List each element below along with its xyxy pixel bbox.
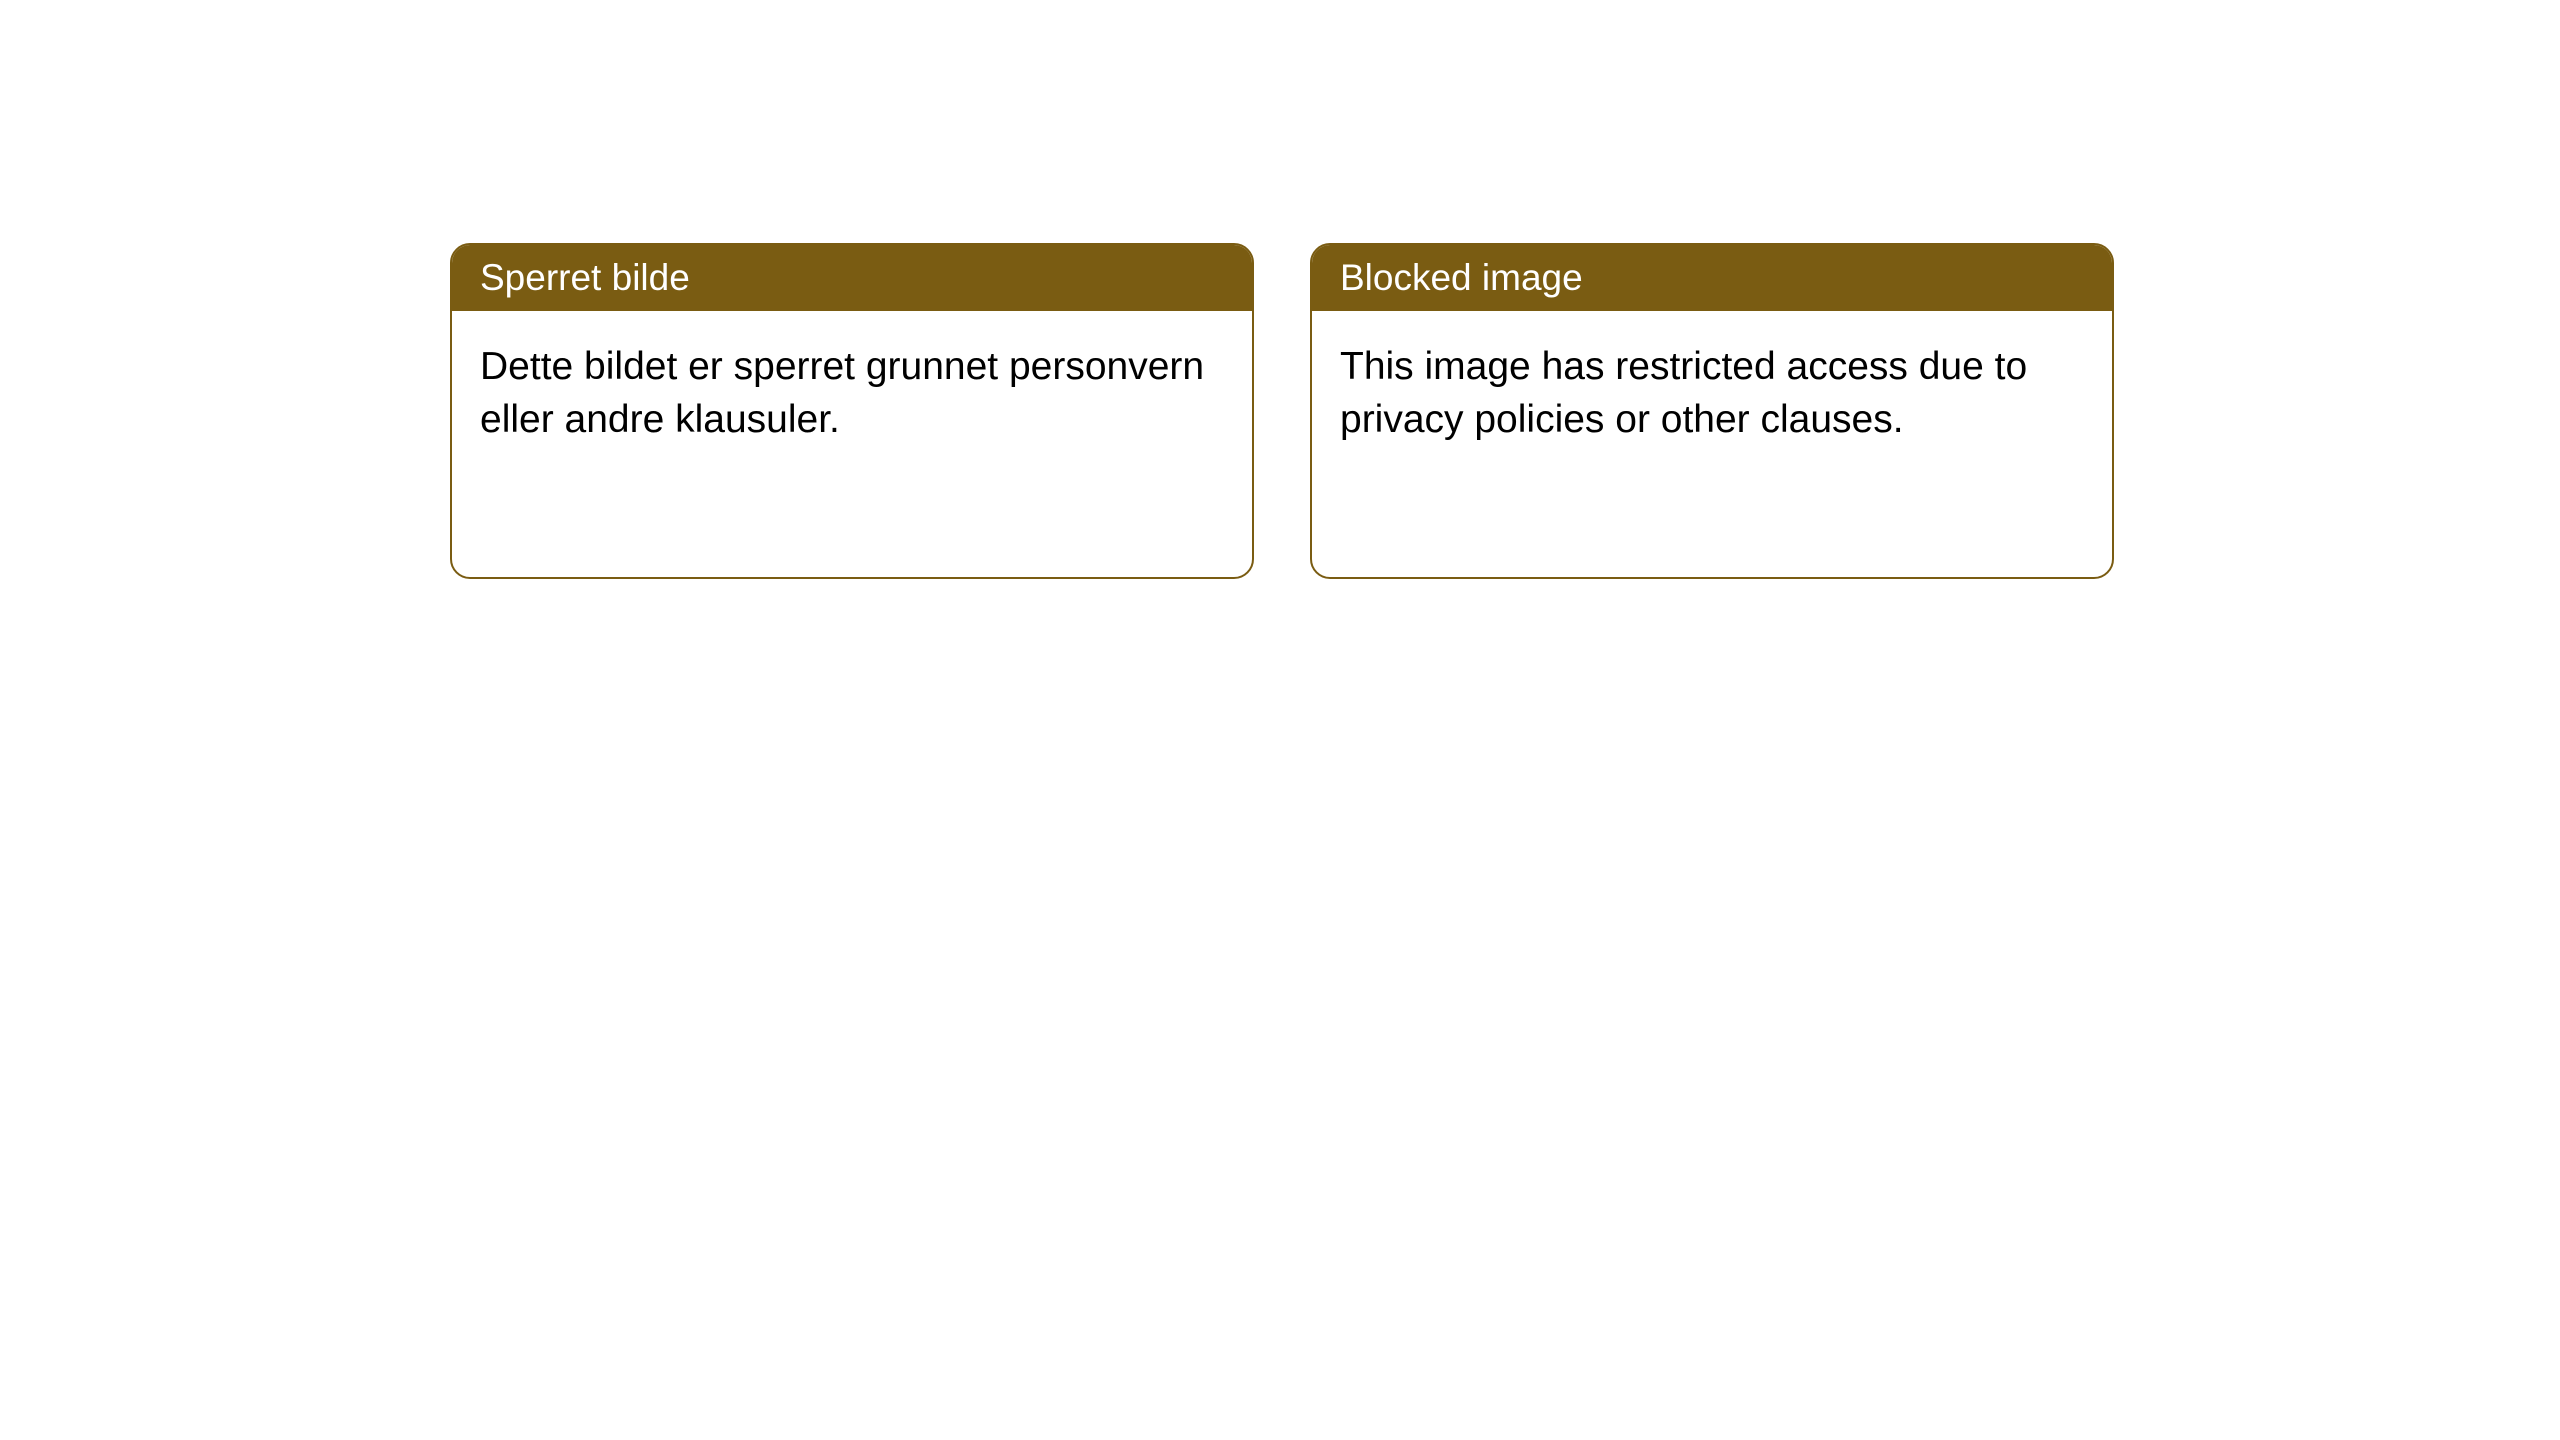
card-message: Dette bildet er sperret grunnet personve… xyxy=(480,345,1204,441)
card-body: This image has restricted access due to … xyxy=(1312,311,2112,476)
card-title: Blocked image xyxy=(1340,257,1583,298)
blocked-image-card-english: Blocked image This image has restricted … xyxy=(1310,243,2114,579)
card-header: Blocked image xyxy=(1312,245,2112,311)
notice-container: Sperret bilde Dette bildet er sperret gr… xyxy=(450,243,2114,579)
card-title: Sperret bilde xyxy=(480,257,690,298)
card-message: This image has restricted access due to … xyxy=(1340,345,2027,441)
card-header: Sperret bilde xyxy=(452,245,1252,311)
blocked-image-card-norwegian: Sperret bilde Dette bildet er sperret gr… xyxy=(450,243,1254,579)
card-body: Dette bildet er sperret grunnet personve… xyxy=(452,311,1252,476)
